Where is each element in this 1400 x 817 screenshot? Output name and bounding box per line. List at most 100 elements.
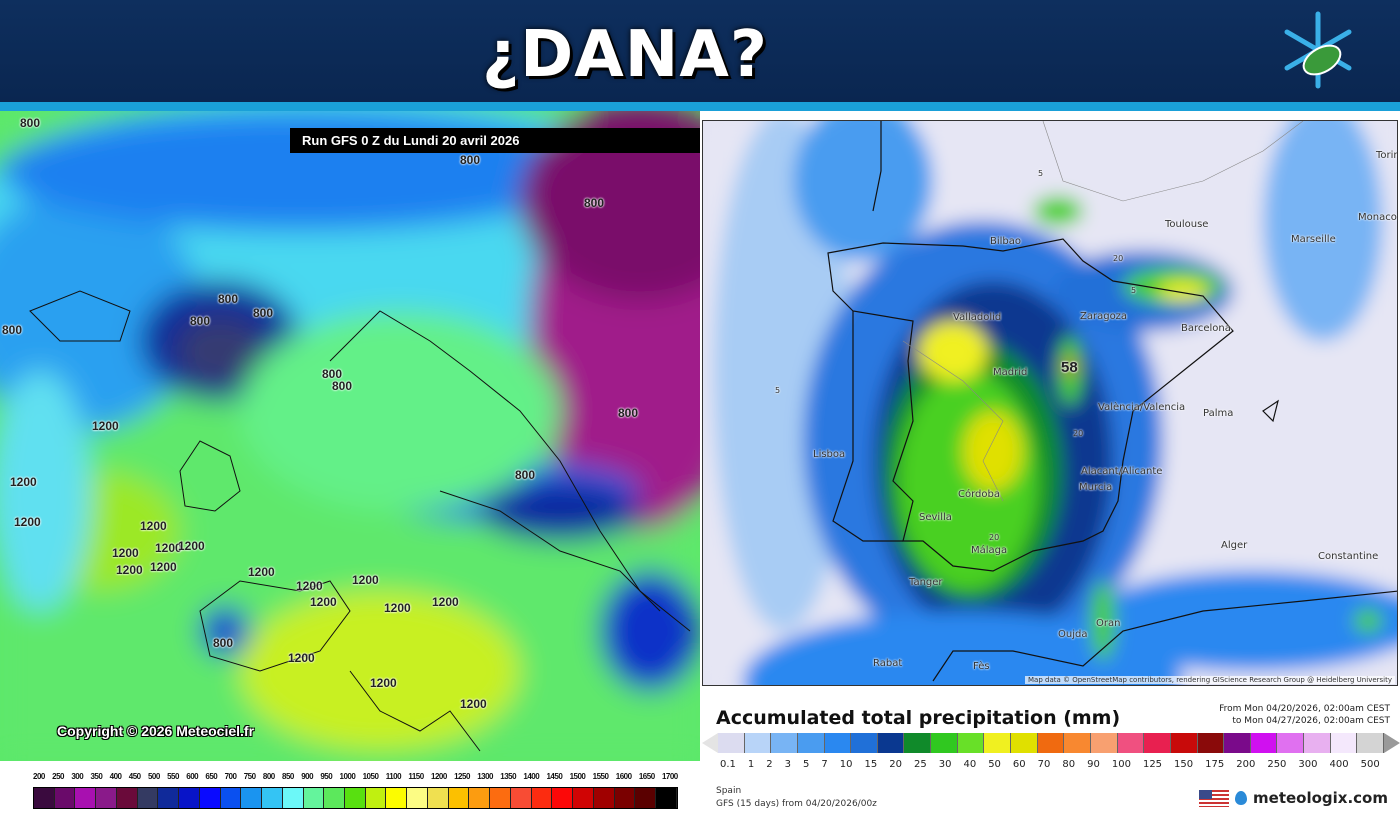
colorbar-label: 1450 bbox=[546, 772, 563, 781]
colorbar-swatches bbox=[33, 787, 678, 809]
city-label: Fès bbox=[973, 661, 990, 672]
colorbar-swatch bbox=[427, 788, 449, 808]
contour-label: 1200 bbox=[178, 539, 205, 553]
colorbar-label: 1300 bbox=[477, 772, 493, 781]
legend-swatch bbox=[744, 733, 772, 753]
legend-swatch bbox=[1357, 733, 1385, 753]
city-label: Alger bbox=[1221, 540, 1248, 551]
contour-label: 1200 bbox=[352, 573, 379, 587]
contour-label: 1200 bbox=[248, 565, 275, 579]
legend-label: 30 bbox=[938, 759, 952, 770]
contour-value: 5 bbox=[775, 386, 781, 395]
colorbar-swatch bbox=[593, 788, 615, 808]
city-label: Alacant/Alicante bbox=[1081, 466, 1163, 477]
city-label: Constantine bbox=[1318, 551, 1379, 562]
city-label: Monaco bbox=[1358, 212, 1397, 223]
contour-label: 800 bbox=[322, 367, 343, 381]
contour-label: 1200 bbox=[112, 546, 139, 560]
colorbar-label: 900 bbox=[301, 772, 314, 781]
contour-label: 1200 bbox=[116, 563, 143, 577]
colorbar-labels: 200 250 300 350 400 450 500 550 600 650 700 750 800 8… bbox=[33, 772, 678, 781]
colorbar-label: 800 bbox=[262, 772, 275, 781]
contour-label: 800 bbox=[515, 468, 536, 482]
colorbar-label: 200 bbox=[33, 772, 45, 781]
legend-swatch bbox=[824, 733, 852, 753]
legend-swatch bbox=[1224, 733, 1251, 753]
contour-label: 800 bbox=[332, 379, 353, 393]
colorbar-swatch bbox=[75, 788, 97, 808]
map-attribution: Map data © OpenStreetMap contributors, r… bbox=[1025, 676, 1395, 684]
legend-arrow-right bbox=[1384, 733, 1400, 753]
contour-label: 1200 bbox=[432, 595, 459, 609]
colorbar-swatch bbox=[386, 788, 408, 808]
colorbar-label: 450 bbox=[128, 772, 141, 781]
contour-label: 800 bbox=[2, 323, 23, 337]
legend-swatch bbox=[1037, 733, 1065, 753]
colorbar-swatch bbox=[241, 788, 263, 808]
contour-label: 1200 bbox=[14, 515, 41, 529]
colorbar-label: 550 bbox=[167, 772, 179, 781]
city-label: Valladolid bbox=[953, 312, 1002, 323]
us-flag-icon[interactable] bbox=[1199, 789, 1230, 807]
precipitation-map: Toulouse Marseille Monaco Torino Bilbao … bbox=[702, 120, 1398, 686]
legend-region: Spain GFS (15 days) from 04/20/2026/00z bbox=[716, 785, 877, 811]
contour-value: 20 bbox=[1073, 429, 1084, 438]
contour-label: 1200 bbox=[460, 697, 487, 711]
legend-swatch bbox=[1250, 733, 1278, 753]
city-label: Lisboa bbox=[813, 449, 846, 460]
legend-label: 7 bbox=[821, 759, 828, 770]
legend-swatch bbox=[1090, 733, 1118, 753]
contour-label: 800 bbox=[213, 636, 234, 650]
legend-label: 250 bbox=[1267, 759, 1287, 770]
colorbar-swatch bbox=[469, 788, 491, 808]
contour-value: 20 bbox=[989, 533, 1000, 542]
legend-label: 40 bbox=[963, 759, 977, 770]
city-label: Rabat bbox=[873, 658, 903, 669]
geopotential-colorbar: 200 250 300 350 400 450 500 550 600 650 700 750 800 8… bbox=[33, 772, 678, 809]
legend-label: 100 bbox=[1111, 759, 1131, 770]
brand-name[interactable]: meteologix.com bbox=[1253, 789, 1388, 807]
colorbar-swatch bbox=[158, 788, 180, 808]
legend-swatch bbox=[904, 733, 932, 753]
legend-label: 400 bbox=[1329, 759, 1349, 770]
city-label: Málaga bbox=[971, 545, 1008, 556]
contour-label: 1200 bbox=[10, 475, 37, 489]
colorbar-swatch bbox=[179, 788, 200, 808]
period-to: to Mon 04/27/2026, 02:00am CEST bbox=[1232, 716, 1390, 726]
header-banner bbox=[0, 0, 1400, 104]
colorbar-swatch bbox=[365, 788, 387, 808]
colorbar-swatch bbox=[96, 788, 117, 808]
colorbar-label: 1650 bbox=[638, 772, 655, 781]
legend-label: 500 bbox=[1360, 759, 1380, 770]
contour-label: 1200 bbox=[92, 419, 119, 433]
city-label: Toulouse bbox=[1165, 219, 1209, 230]
legend-swatch bbox=[1011, 733, 1038, 753]
model-info: GFS (15 days) from 04/20/2026/00z bbox=[716, 799, 877, 809]
colorbar-label: 1700 bbox=[661, 772, 678, 781]
legend-swatch bbox=[851, 733, 878, 753]
copyright-text: Copyright © 2026 Meteociel.fr bbox=[57, 723, 255, 739]
contour-value: 5 bbox=[1131, 286, 1137, 295]
legend-swatch bbox=[718, 733, 745, 753]
colorbar-swatch bbox=[303, 788, 325, 808]
colorbar-swatch bbox=[510, 788, 532, 808]
legend-label: 15 bbox=[864, 759, 878, 770]
city-label: Palma bbox=[1203, 408, 1234, 419]
contour-label: 1200 bbox=[370, 676, 397, 690]
meteologix-drop-icon bbox=[1235, 791, 1248, 805]
legend-swatch bbox=[1117, 733, 1145, 753]
colorbar-label: 700 bbox=[224, 772, 237, 781]
legend-labels: 0.1 1 2 3 5 7 10 15 20 25 30 40 50 60 70 80 90 100 125 150 1… bbox=[720, 759, 1380, 770]
legend-label: 175 bbox=[1205, 759, 1225, 770]
contour-label: 800 bbox=[20, 116, 41, 130]
colorbar-swatch bbox=[137, 788, 159, 808]
map-field bbox=[0, 111, 700, 761]
colorbar-swatch bbox=[116, 788, 138, 808]
colorbar-swatch bbox=[448, 788, 470, 808]
colorbar-swatch bbox=[324, 788, 346, 808]
legend-label: 25 bbox=[913, 759, 927, 770]
colorbar-swatch bbox=[262, 788, 283, 808]
colorbar-swatch bbox=[199, 788, 221, 808]
city-label: Sevilla bbox=[919, 512, 952, 523]
city-label: Bilbao bbox=[990, 236, 1022, 247]
